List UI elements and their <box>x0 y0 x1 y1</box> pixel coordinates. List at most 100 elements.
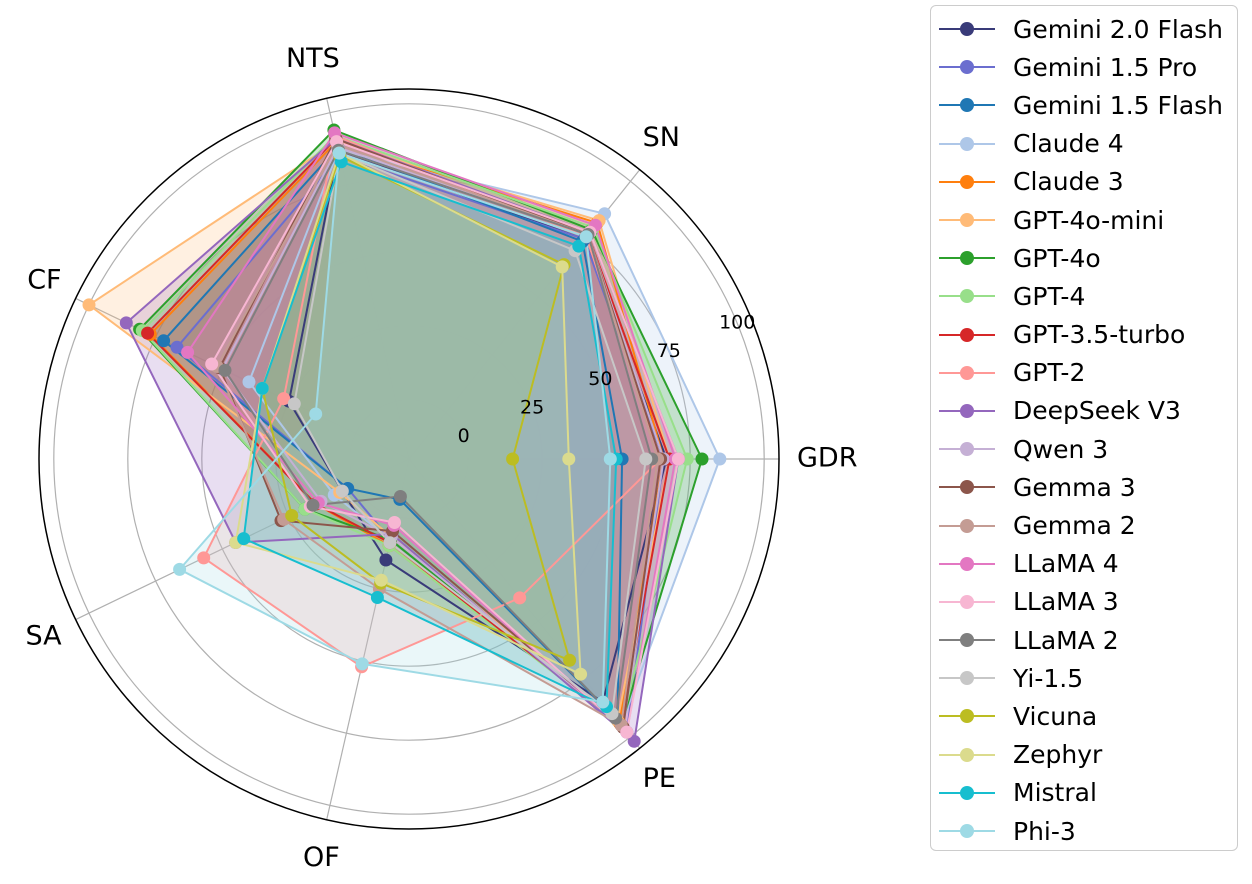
point-gemini-2-0-flash-of <box>379 553 393 567</box>
legend-swatch-gemini-1-5-pro <box>939 48 995 86</box>
polar-frame <box>38 88 780 830</box>
series-line-llama-2 <box>223 148 653 721</box>
point-phi-3-sn <box>579 230 593 244</box>
legend-item-claude-4: Claude 4 <box>931 125 1237 163</box>
legend-label: LLaMA 3 <box>1013 587 1119 617</box>
legend-item-mistral: Mistral <box>931 774 1237 812</box>
legend-label: GPT-4 <box>1013 281 1086 311</box>
legend-label: Gemma 2 <box>1013 511 1136 541</box>
legend-label: Claude 4 <box>1013 129 1124 159</box>
point-gpt-2-pe <box>513 591 527 605</box>
series-area-vicuna <box>262 156 570 661</box>
legend-item-gemma-2: Gemma 2 <box>931 506 1237 544</box>
point-gpt-2-sa <box>197 551 211 565</box>
legend-label: GPT-2 <box>1013 358 1086 388</box>
legend-item-gemini-2-0-flash: Gemini 2.0 Flash <box>931 10 1237 48</box>
legend-item-vicuna: Vicuna <box>931 697 1237 735</box>
point-llama-4-cf <box>181 345 195 359</box>
legend-item-gpt-2: GPT-2 <box>931 354 1237 392</box>
axis-label-pe: PE <box>643 763 676 794</box>
legend-swatch-llama-3 <box>939 583 995 621</box>
point-zephyr-of <box>374 573 388 587</box>
series-line-yi-1-5 <box>293 151 647 716</box>
legend-item-gemma-3: Gemma 3 <box>931 468 1237 506</box>
point-yi-1-5-gdr <box>639 452 653 466</box>
legend-label: Gemini 2.0 Flash <box>1013 14 1224 44</box>
point-vicuna-gdr <box>506 452 520 466</box>
series-area-claude-4 <box>249 150 720 726</box>
point-gemini-1-5-flash-cf <box>157 334 171 348</box>
legend-item-yi-1-5: Yi-1.5 <box>931 659 1237 697</box>
legend-label: Claude 3 <box>1013 167 1124 197</box>
legend-item-qwen-3: Qwen 3 <box>931 430 1237 468</box>
point-gpt-4o-gdr <box>695 452 709 466</box>
radial-tick-label-50: 50 <box>588 368 612 390</box>
point-vicuna-pe <box>563 653 577 667</box>
series-area-gpt-4 <box>142 135 688 726</box>
radial-tick-label-0: 0 <box>458 425 470 447</box>
series-area-llama-3 <box>211 141 679 733</box>
radial-tick-label-75: 75 <box>657 340 681 362</box>
series-line-phi-3 <box>178 151 612 704</box>
point-llama-2-sa <box>306 498 320 512</box>
legend-swatch-deepseek-v3 <box>939 392 995 430</box>
legend-label: Vicuna <box>1013 701 1098 731</box>
point-claude-4-gdr <box>713 452 727 466</box>
legend: Gemini 2.0 Flash Gemini 1.5 Pro Gemini 1.5… <box>930 5 1238 851</box>
point-gemini-1-5-pro-cf <box>170 340 184 354</box>
legend-item-phi-3: Phi-3 <box>931 812 1237 850</box>
series-area-yi-1-5 <box>294 153 646 714</box>
legend-item-gpt-4o-mini: GPT-4o-mini <box>931 201 1237 239</box>
series-area-zephyr <box>235 153 581 675</box>
radial-tick-label-100: 100 <box>719 312 755 334</box>
series-points <box>82 123 727 748</box>
series-area-gemini-2-0-flash <box>289 150 667 702</box>
point-gpt-3-5-turbo-cf <box>141 326 155 340</box>
point-gpt-4o-mini-cf <box>82 298 96 312</box>
legend-swatch-qwen-3 <box>939 430 995 468</box>
point-zephyr-sn <box>555 260 569 274</box>
legend-item-gpt-4o: GPT-4o <box>931 239 1237 277</box>
legend-swatch-gemma-2 <box>939 507 995 545</box>
legend-swatch-gpt-2 <box>939 354 995 392</box>
point-mistral-sn <box>572 239 586 253</box>
legend-label: Zephyr <box>1013 740 1103 770</box>
legend-item-gpt-3-5-turbo: GPT-3.5-turbo <box>931 316 1237 354</box>
point-mistral-sa <box>237 532 251 546</box>
legend-label: LLaMA 2 <box>1013 625 1119 655</box>
legend-item-gemini-1-5-pro: Gemini 1.5 Pro <box>931 48 1237 86</box>
point-yi-1-5-cf <box>287 397 301 411</box>
legend-item-llama-3: LLaMA 3 <box>931 583 1237 621</box>
point-phi-3-gdr <box>603 452 617 466</box>
legend-swatch-phi-3 <box>939 812 995 850</box>
legend-swatch-gpt-4o-mini <box>939 201 995 239</box>
series-area-gemini-1-5-pro <box>177 156 664 733</box>
legend-label: LLaMA 4 <box>1013 549 1119 579</box>
point-llama-3-gdr <box>671 452 685 466</box>
legend-swatch-gpt-3-5-turbo <box>939 316 995 354</box>
point-llama-2-of <box>393 490 407 503</box>
point-phi-3-cf <box>309 407 323 421</box>
series-area-llama-4 <box>187 132 676 733</box>
legend-item-zephyr: Zephyr <box>931 736 1237 774</box>
axis-label-sn: SN <box>643 122 680 153</box>
point-gpt-2-cf <box>277 392 291 406</box>
legend-label: Gemini 1.5 Pro <box>1013 52 1198 82</box>
legend-label: DeepSeek V3 <box>1013 396 1181 426</box>
point-phi-3-of <box>355 657 369 671</box>
legend-item-llama-4: LLaMA 4 <box>931 545 1237 583</box>
series-area-gemini-1-5-flash <box>163 147 623 721</box>
point-deepseek-v3-pe <box>627 734 641 748</box>
legend-swatch-zephyr <box>939 736 995 774</box>
point-mistral-of <box>370 591 384 604</box>
legend-swatch-gemma-3 <box>939 468 995 506</box>
point-llama-3-cf <box>205 357 219 371</box>
legend-label: Gemma 3 <box>1013 472 1136 502</box>
axis-label-gdr: GDR <box>797 443 857 474</box>
radial-tick-label-25: 25 <box>520 397 544 419</box>
point-yi-1-5-of <box>383 536 397 550</box>
point-claude-4-cf <box>242 375 256 389</box>
legend-swatch-llama-4 <box>939 545 995 583</box>
point-llama-2-cf <box>218 363 232 377</box>
series-area-mistral <box>243 161 617 707</box>
